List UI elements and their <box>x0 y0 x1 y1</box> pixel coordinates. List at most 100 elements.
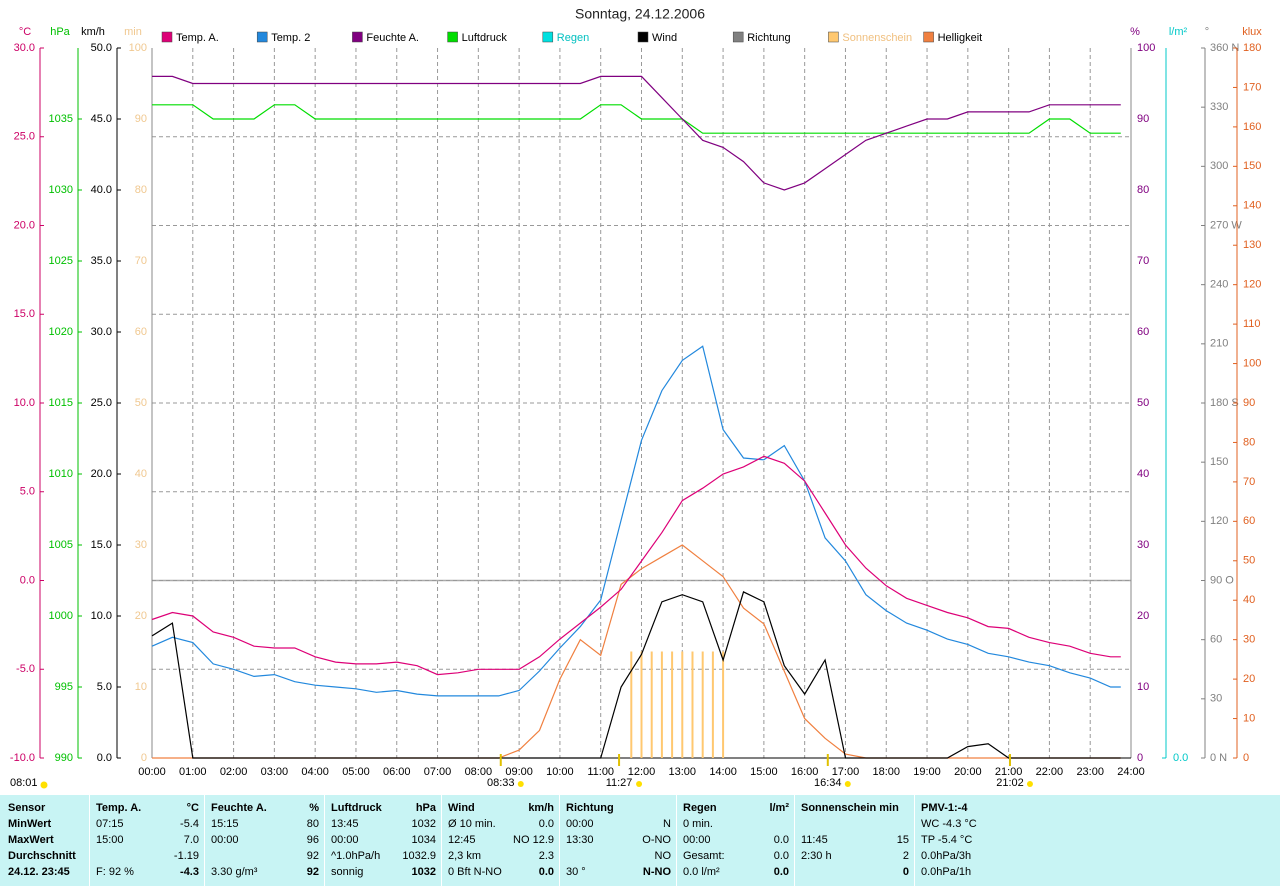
cell-left: 13:30 <box>566 834 594 846</box>
cell-right: -4.3 <box>180 866 199 878</box>
column-separator <box>204 795 205 886</box>
x-tick-label: 04:00 <box>301 766 329 778</box>
y-tick-label: 0.0 <box>97 752 112 764</box>
y-tick-label: 270 W <box>1210 219 1242 231</box>
y-tick-label: 15.0 <box>14 308 35 320</box>
cell-right: 0.0 <box>538 866 554 878</box>
cell-right: NO <box>654 850 672 862</box>
y-tick-label: 10 <box>1243 712 1255 724</box>
cell-left: Regen <box>683 802 717 814</box>
cell-left: 2:30 h <box>801 850 832 862</box>
y-tick-label: 30 <box>135 539 147 551</box>
cell-right: 1032 <box>411 866 436 878</box>
y-tick-label: -5.0 <box>16 663 35 675</box>
y-tick-label: 1010 <box>49 468 73 480</box>
cell-right: l/m² <box>769 802 789 814</box>
legend-swatch <box>923 31 934 43</box>
y-tick-label: 160 <box>1243 121 1261 133</box>
cell-right: 0.0 <box>773 850 789 862</box>
y-tick-label: 360 N <box>1210 42 1239 54</box>
legend-swatch <box>542 31 554 43</box>
x-tick-label: 03:00 <box>261 766 289 778</box>
cell-left: Luftdruck <box>331 802 382 814</box>
cell-left: 3.30 g/m³ <box>211 866 258 878</box>
cell-left: PMV-1:-4 <box>921 802 968 814</box>
cell-right: % <box>309 802 319 814</box>
legend-label: Feuchte A. <box>366 32 419 44</box>
x-tick-label: 02:00 <box>220 766 248 778</box>
cell-left: 00:00 <box>331 834 359 846</box>
legend-swatch <box>161 31 173 43</box>
y-tick-label: -10.0 <box>10 752 35 764</box>
y-tick-label: 330 <box>1210 101 1228 113</box>
cell-left: 0 Bft N-NO <box>448 866 502 878</box>
y-tick-label: 90 <box>1243 397 1255 409</box>
y-tick-label: 990 <box>55 752 73 764</box>
y-tick-label: 80 <box>135 184 147 196</box>
x-tick-label: 14:00 <box>709 766 737 778</box>
legend-label: Temp. 2 <box>271 32 310 44</box>
sun-icon <box>517 781 524 787</box>
row-label: Sensor <box>8 802 46 814</box>
y-tick-label: 20.0 <box>14 219 35 231</box>
y-tick-label: 180 <box>1243 42 1261 54</box>
cell-left: Sonnenschein min <box>801 802 899 814</box>
sun-icon <box>844 781 851 787</box>
axis-unit: km/h <box>81 26 105 38</box>
y-tick-label: 50.0 <box>91 42 112 54</box>
y-tick-label: 0 <box>141 752 147 764</box>
legend-swatch <box>637 31 649 43</box>
cell-left: 00:00 <box>683 834 711 846</box>
cell-left: Ø 10 min. <box>448 818 496 830</box>
row-label: Durchschnitt <box>8 850 76 862</box>
y-tick-label: 25.0 <box>14 131 35 143</box>
cell-right: 0.0 <box>773 834 789 846</box>
y-tick-label: 30.0 <box>14 42 35 54</box>
y-tick-label: 180 S <box>1210 397 1239 409</box>
x-tick-label: 13:00 <box>669 766 697 778</box>
cell-right: -1.19 <box>173 850 199 862</box>
y-tick-label: 40 <box>135 468 147 480</box>
x-tick-label: 18:00 <box>872 766 900 778</box>
cell-left: 0.0 l/m² <box>683 866 720 878</box>
x-tick-label: 22:00 <box>1036 766 1064 778</box>
x-tick-label: 23:00 <box>1076 766 1104 778</box>
y-tick-label: 1025 <box>49 255 73 267</box>
y-tick-label: 20 <box>135 610 147 622</box>
y-tick-label: 10.0 <box>14 397 35 409</box>
moon-icon <box>40 781 48 789</box>
cell-left: Gesamt: <box>683 850 725 862</box>
y-tick-label: 110 <box>1243 318 1261 330</box>
y-tick-label: 170 <box>1243 81 1261 93</box>
axis-unit: ° <box>1205 26 1209 38</box>
y-tick-label: 150 <box>1210 456 1228 468</box>
series-line <box>151 591 1121 759</box>
y-tick-label: 70 <box>1243 476 1255 488</box>
annotation-label: 08:33 <box>487 777 515 789</box>
y-tick-label: 80 <box>1243 436 1255 448</box>
y-tick-label: 90 <box>135 113 147 125</box>
column-separator <box>794 795 795 886</box>
y-tick-label: 300 <box>1210 160 1228 172</box>
y-tick-label: 25.0 <box>91 397 112 409</box>
legend-label: Richtung <box>747 32 790 44</box>
cell-left: 15:15 <box>211 818 239 830</box>
y-tick-label: 995 <box>55 681 73 693</box>
cell-left: F: 92 % <box>96 866 134 878</box>
cell-left: 15:00 <box>96 834 124 846</box>
x-tick-label: 11:00 <box>587 766 614 778</box>
x-tick-label: 06:00 <box>383 766 411 778</box>
y-tick-label: 150 <box>1243 160 1261 172</box>
column-separator <box>441 795 442 886</box>
x-tick-label: 12:00 <box>628 766 656 778</box>
cell-right: 15 <box>896 834 909 846</box>
y-tick-label: 60 <box>1210 634 1222 646</box>
legend-swatch <box>732 31 744 43</box>
sun-icon <box>636 781 643 787</box>
cell-right: N <box>663 818 671 830</box>
cell-right: N-NO <box>642 866 671 878</box>
cell-left: 30 ° <box>566 866 586 878</box>
cell-right: 1034 <box>411 834 436 846</box>
y-tick-label: 120 <box>1210 515 1228 527</box>
axis-unit: min <box>124 26 142 38</box>
